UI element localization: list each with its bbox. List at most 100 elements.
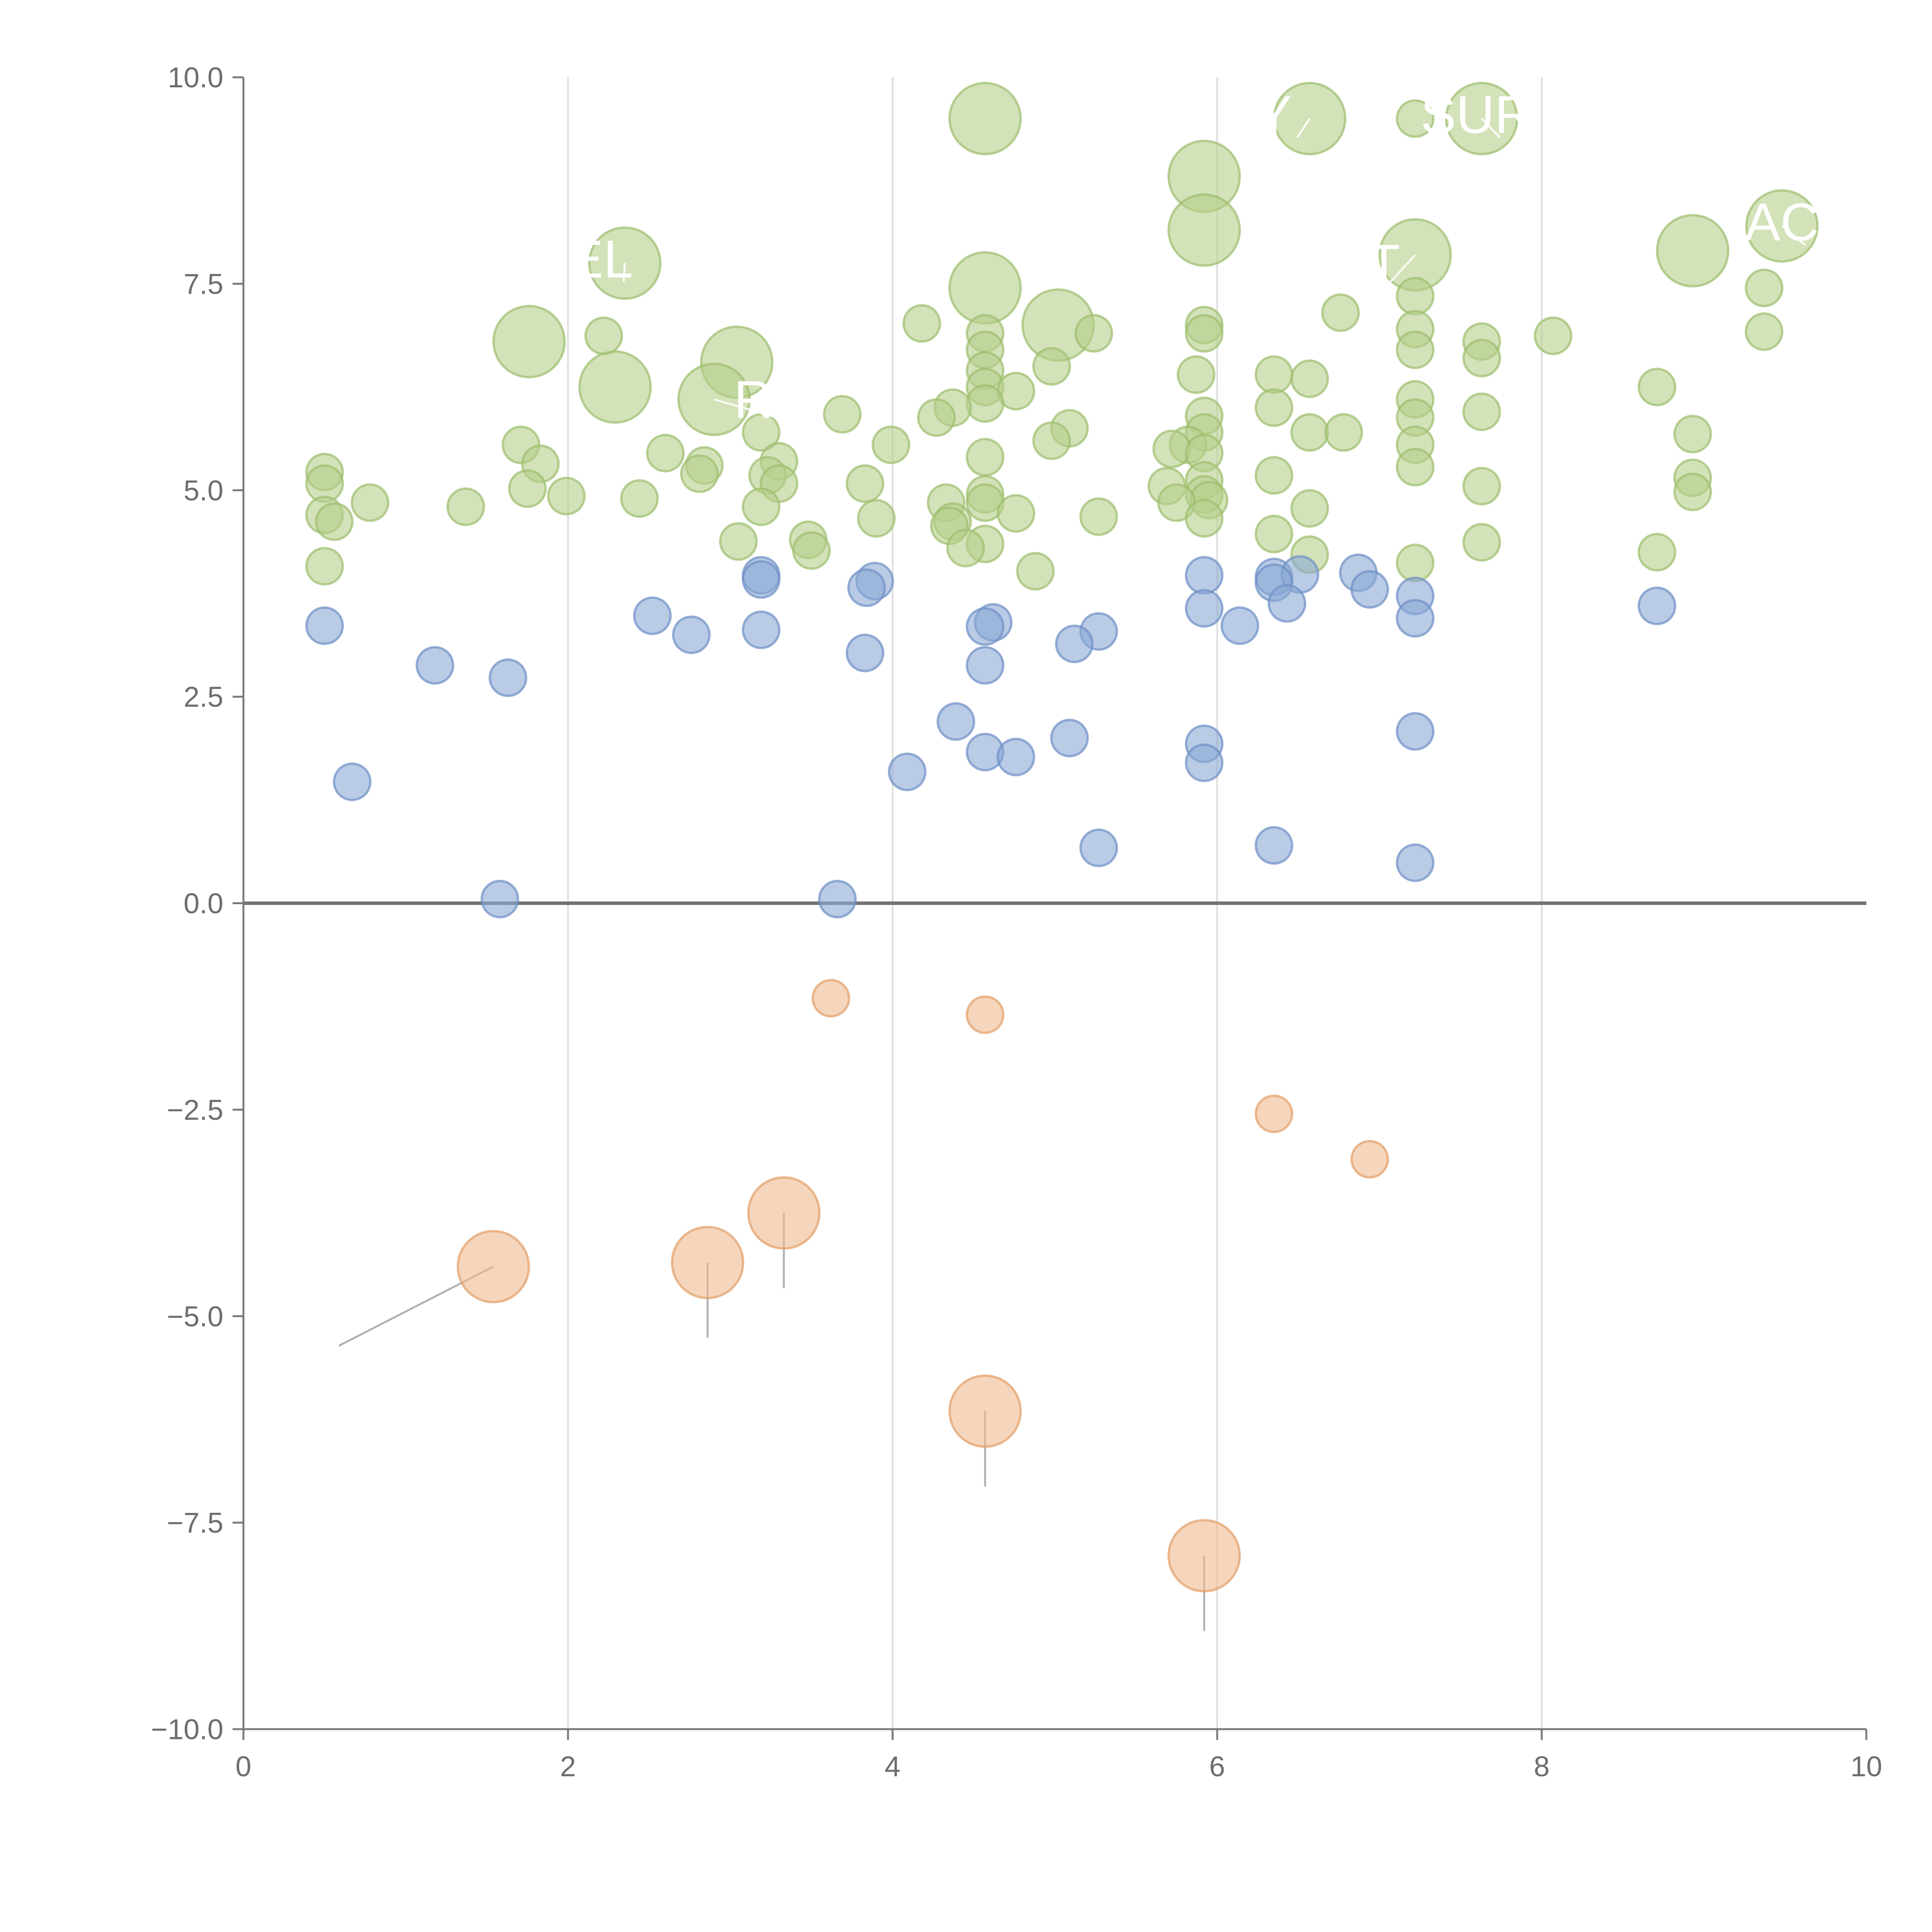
blue-point-40	[480, 879, 519, 918]
green-point-51	[1290, 413, 1329, 452]
orange-point-8	[1167, 1519, 1241, 1593]
annotation-leader-2	[622, 263, 626, 282]
orange-point-2	[1255, 1094, 1293, 1133]
green-point-108	[1638, 533, 1677, 572]
y-tick-label-1: −7.5	[167, 1507, 223, 1539]
green-point-48	[917, 398, 956, 437]
green-point-53	[1673, 415, 1712, 454]
annotation-label-1: AC	[1745, 192, 1819, 252]
blue-point-8	[847, 568, 886, 607]
green-point-34	[1177, 355, 1216, 394]
green-point-45	[1462, 392, 1501, 431]
green-point-19	[902, 304, 941, 343]
green-point-27	[584, 316, 623, 355]
annotation-leader-1	[1781, 225, 1806, 246]
green-point-104	[1462, 523, 1501, 562]
point-labels: SUR AC EL OT RE Y	[568, 85, 1819, 429]
blue-point-22	[672, 615, 711, 654]
x-tick-label-2: 4	[884, 1750, 900, 1782]
green-point-41	[823, 395, 862, 434]
green-point-97	[1185, 499, 1224, 538]
green-point-52	[1324, 413, 1363, 452]
blue-point-15	[1396, 599, 1435, 638]
green-point-110	[1396, 543, 1435, 582]
orange-point-5	[456, 1230, 530, 1303]
blue-point-37	[1255, 826, 1293, 865]
green-point-10	[948, 251, 1022, 325]
green-point-17	[1745, 269, 1784, 308]
blue-point-13	[1185, 589, 1224, 628]
green-point-55	[1032, 421, 1071, 460]
blue-point-33	[997, 738, 1036, 777]
green-point-0	[948, 82, 1022, 155]
green-point-70	[1255, 456, 1293, 495]
green-point-56	[871, 425, 910, 464]
green-point-92	[1290, 489, 1329, 528]
green-point-35	[1255, 355, 1293, 394]
blue-point-36	[333, 762, 372, 801]
annotation-leader-3	[1386, 254, 1416, 287]
blue-point-23	[1055, 624, 1094, 663]
green-point-7	[1656, 214, 1730, 287]
green-point-31	[1462, 338, 1501, 378]
blue-point-27	[488, 658, 527, 697]
annotation-label-4: RE	[734, 370, 808, 430]
y-tick-label-8: 10.0	[168, 61, 223, 94]
green-point-25	[1074, 314, 1113, 353]
green-point-5	[1167, 193, 1241, 267]
green-point-33	[1032, 347, 1071, 386]
green-point-75	[845, 464, 884, 503]
green-point-36	[1290, 359, 1329, 398]
green-point-39	[1638, 367, 1677, 406]
orange-point-1	[966, 995, 1005, 1034]
green-point-63	[966, 438, 1005, 477]
blue-point-41	[818, 879, 857, 918]
green-point-14	[578, 350, 652, 424]
green-point-26	[1534, 316, 1573, 355]
green-point-21	[1185, 314, 1224, 353]
green-point-18	[1321, 293, 1360, 332]
annotation-label-5: Y	[1256, 85, 1292, 145]
green-point-83	[547, 476, 586, 515]
data-points	[305, 82, 1819, 1593]
x-tick-label-5: 10	[1850, 1750, 1882, 1782]
blue-point-14	[633, 596, 672, 635]
green-point-93	[997, 494, 1036, 533]
blue-point-38	[1079, 828, 1118, 867]
blue-point-18	[1220, 606, 1259, 645]
green-point-90	[742, 487, 781, 526]
blue-point-35	[888, 752, 927, 791]
green-point-91	[446, 487, 485, 526]
blue-point-39	[1396, 843, 1435, 882]
annotation-label-3: OT	[1326, 234, 1400, 293]
green-point-2	[1396, 99, 1435, 138]
annotation-leader-4	[714, 398, 794, 424]
orange-point-6	[671, 1226, 745, 1299]
green-point-111	[305, 547, 344, 586]
blue-point-30	[1050, 719, 1089, 757]
y-tick-label-6: 5.0	[184, 474, 223, 507]
blue-point-25	[415, 646, 454, 685]
blue-point-34	[1185, 743, 1224, 782]
green-point-87	[350, 483, 389, 522]
green-point-107	[792, 531, 831, 570]
blue-point-3	[742, 560, 781, 599]
y-tick-label-2: −5.0	[167, 1300, 223, 1332]
annotation-leader-0	[1481, 118, 1501, 138]
blue-point-24	[845, 633, 884, 672]
x-tick-label-0: 0	[235, 1750, 251, 1782]
green-point-50	[742, 413, 781, 452]
green-point-79	[508, 469, 547, 508]
green-point-44	[1255, 388, 1293, 427]
green-point-67	[1396, 447, 1435, 486]
y-tick-label-5: 2.5	[184, 681, 223, 713]
y-tick-label-4: 0.0	[184, 888, 223, 920]
x-tick-label-3: 6	[1209, 1750, 1225, 1782]
green-point-101	[1255, 515, 1293, 554]
orange-point-7	[948, 1374, 1022, 1448]
green-point-12	[492, 305, 566, 378]
y-tick-label-3: −2.5	[167, 1094, 223, 1126]
blue-point-28	[936, 702, 975, 741]
green-point-60	[1152, 429, 1191, 468]
